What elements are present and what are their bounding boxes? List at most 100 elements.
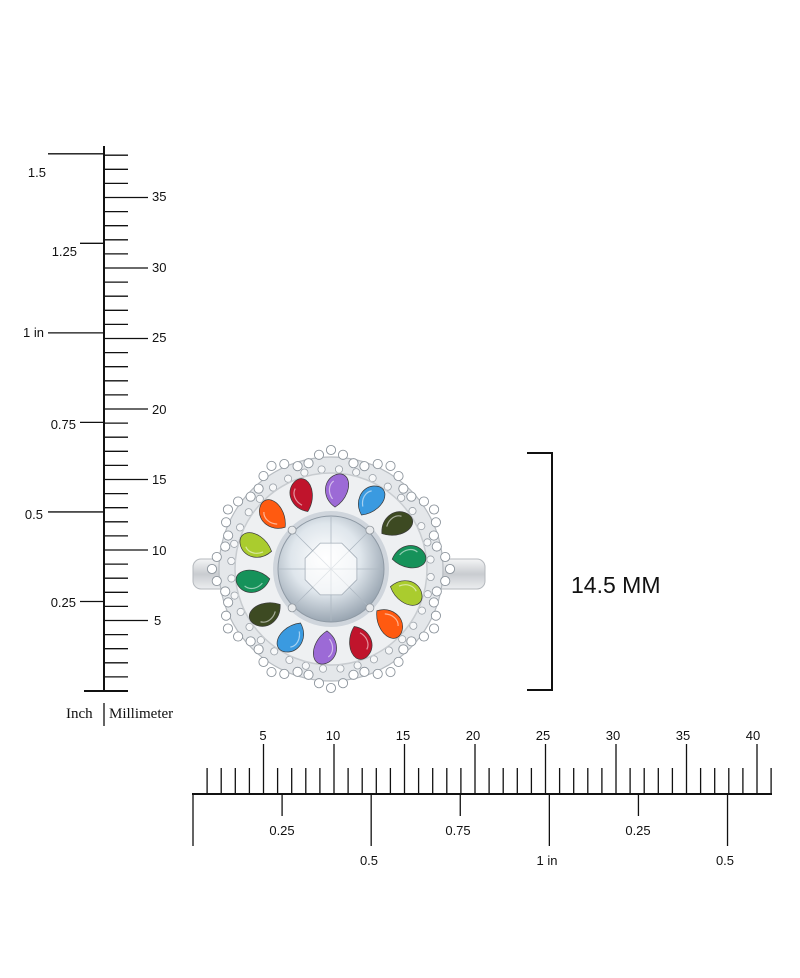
halo-inner-diamond bbox=[236, 607, 245, 616]
halo-diamond bbox=[418, 631, 429, 642]
halo-diamond bbox=[223, 530, 234, 541]
petal-highlight bbox=[386, 515, 402, 527]
halo-diamond bbox=[385, 667, 396, 678]
horizontal-mm-ticks bbox=[206, 744, 772, 794]
h-mm-label-15: 15 bbox=[396, 728, 410, 743]
halo-inner-diamond bbox=[384, 646, 393, 655]
horizontal-ruler: 5 10 15 20 25 30 35 40 0.25 0.75 0.25 0.… bbox=[192, 728, 772, 868]
mm-label-35: 35 bbox=[152, 189, 166, 204]
petal-shape bbox=[259, 499, 286, 529]
petal-highlight bbox=[361, 490, 372, 507]
petal-highlight bbox=[399, 548, 418, 556]
h-mm-label-20: 20 bbox=[466, 728, 480, 743]
mm-label-30: 30 bbox=[152, 260, 166, 275]
petal-highlight bbox=[327, 638, 334, 658]
petal-highlight bbox=[245, 546, 264, 554]
petal-shape bbox=[289, 478, 313, 512]
halo-inner-diamond bbox=[423, 590, 432, 599]
vertical-inch-labels: 1.5 1.25 1 in 0.75 0.5 0.25 bbox=[23, 165, 77, 610]
h-inch-label-0.25a: 0.25 bbox=[269, 823, 294, 838]
halo-inner-diamond bbox=[417, 522, 426, 531]
petal-stone bbox=[259, 499, 286, 529]
inch-label-0.5: 0.5 bbox=[25, 507, 43, 522]
mm-label-10: 10 bbox=[152, 543, 166, 558]
petal-stone bbox=[313, 630, 337, 665]
halo-inner-diamond bbox=[300, 468, 309, 477]
halo-diamond bbox=[440, 575, 451, 587]
petal-shape bbox=[391, 545, 427, 569]
halo-diamond bbox=[292, 461, 303, 472]
h-mm-label-35: 35 bbox=[676, 728, 690, 743]
halo-inner-diamond bbox=[334, 465, 343, 474]
halo-diamond bbox=[233, 631, 244, 642]
bracket-line bbox=[527, 452, 553, 691]
halo-diamond bbox=[444, 563, 456, 575]
mm-label-25: 25 bbox=[152, 330, 166, 345]
halo-inner-diamond bbox=[227, 574, 236, 583]
vertical-inch-ticks bbox=[48, 153, 104, 603]
halo-diamond bbox=[266, 667, 277, 678]
petal-shape bbox=[239, 532, 272, 558]
halo-diamond bbox=[206, 563, 218, 575]
halo-inner-diamond bbox=[383, 482, 392, 491]
petal-highlight bbox=[263, 511, 278, 525]
petal-shape bbox=[325, 473, 349, 508]
halo-inner-diamond bbox=[426, 555, 435, 564]
h-mm-label-5: 5 bbox=[259, 728, 266, 743]
halo-diamond bbox=[313, 678, 325, 689]
halo-diamond bbox=[220, 541, 231, 552]
halo-diamond bbox=[359, 461, 370, 472]
h-inch-label-1in: 1 in bbox=[537, 853, 558, 868]
halo-inner-diamond bbox=[423, 538, 432, 547]
horizontal-inch-ticks bbox=[192, 794, 729, 846]
petal-stone bbox=[235, 569, 271, 593]
halo-diamond bbox=[221, 610, 232, 621]
halo-diamond bbox=[428, 530, 439, 541]
petal-shape bbox=[349, 626, 373, 660]
unit-inch-label: Inch bbox=[66, 706, 93, 722]
vertical-ruler: 1.5 1.25 1 in 0.75 0.5 0.25 35 30 25 20 … bbox=[23, 146, 173, 726]
halo-diamond bbox=[279, 459, 290, 470]
halo-diamond bbox=[430, 610, 441, 621]
halo-diamond bbox=[245, 636, 256, 647]
mm-label-5: 5 bbox=[154, 613, 161, 628]
vertical-mm-ticks bbox=[104, 154, 148, 678]
h-mm-label-30: 30 bbox=[606, 728, 620, 743]
halo-diamond bbox=[233, 496, 244, 507]
petal-highlight bbox=[384, 613, 399, 627]
halo-inner-diamond bbox=[409, 621, 418, 630]
measurement-label: 14.5 MM bbox=[571, 572, 660, 598]
halo-inner-diamond bbox=[230, 591, 239, 600]
halo-diamond bbox=[258, 656, 269, 667]
halo-diamond bbox=[406, 491, 417, 502]
inch-label-1.25: 1.25 bbox=[52, 244, 77, 259]
unit-mm-label: Millimeter bbox=[109, 706, 173, 722]
petal-highlight bbox=[398, 584, 417, 592]
petal-stone bbox=[391, 545, 427, 569]
halo-diamond bbox=[372, 668, 383, 679]
petal-highlight bbox=[260, 611, 276, 623]
petal-highlight bbox=[328, 480, 335, 500]
halo-diamond bbox=[348, 669, 359, 680]
halo-diamond bbox=[266, 460, 277, 471]
halo-inner-diamond bbox=[256, 636, 265, 645]
halo-diamond bbox=[418, 496, 429, 507]
halo-diamond bbox=[393, 656, 404, 667]
halo-inner-diamond bbox=[352, 468, 361, 477]
colored-stone-petals bbox=[235, 473, 427, 665]
prong bbox=[365, 603, 375, 613]
petal-stone bbox=[358, 485, 386, 516]
halo-diamond bbox=[440, 551, 451, 563]
halo-diamond bbox=[223, 597, 234, 608]
halo-diamond bbox=[359, 666, 370, 677]
petal-shape bbox=[313, 630, 337, 665]
petal-highlight bbox=[359, 632, 369, 650]
halo-inner-diamond bbox=[397, 493, 406, 502]
halo-diamond bbox=[393, 471, 404, 482]
petal-shape bbox=[390, 580, 423, 606]
petal-stone bbox=[276, 622, 304, 653]
halo-inner-diamond bbox=[336, 664, 345, 673]
halo-diamond bbox=[430, 517, 441, 528]
halo-diamond bbox=[337, 678, 349, 689]
petal-highlight bbox=[293, 488, 303, 506]
